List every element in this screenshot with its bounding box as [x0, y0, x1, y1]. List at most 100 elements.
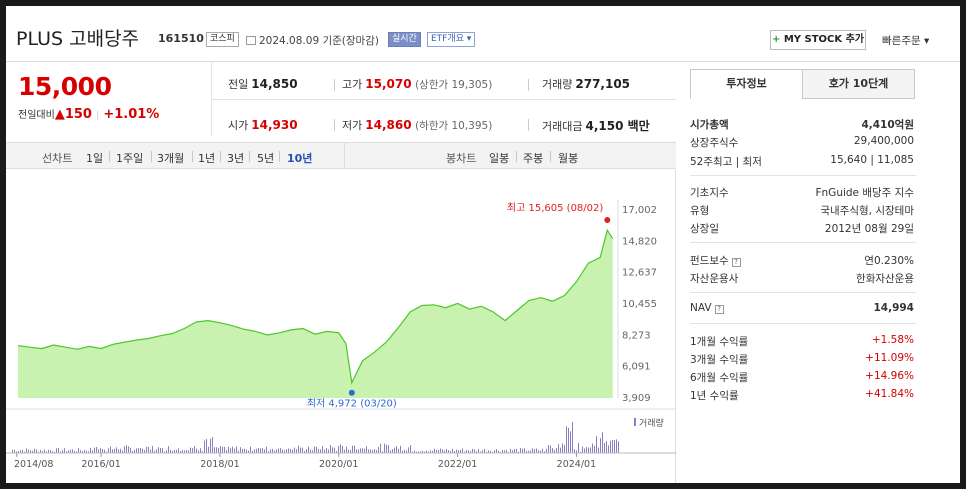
- volume-bar: [242, 448, 243, 453]
- price-chart[interactable]: 17,002 14,820 12,637 10,455 8,273 6,091 3,909 최…: [6, 170, 676, 483]
- volume-bar: [562, 443, 563, 453]
- volume-bar: [294, 447, 295, 453]
- volume-bar: [160, 447, 161, 453]
- volume-bar: [546, 448, 547, 453]
- period-3m[interactable]: 3개월: [157, 152, 185, 165]
- period-1y[interactable]: 1년: [198, 152, 216, 165]
- help-icon[interactable]: ?: [714, 305, 724, 314]
- volume-bar: [296, 449, 297, 453]
- volume-bar: [508, 451, 509, 453]
- volume-bar: [376, 450, 377, 453]
- volume-bar: [432, 450, 433, 453]
- volume-bar: [178, 448, 179, 453]
- candle-daily[interactable]: 일봉: [489, 152, 510, 165]
- volume-bar: [348, 449, 349, 453]
- volume-bar: [158, 447, 159, 453]
- mystock-add-button[interactable]: + MY STOCK 추가: [770, 30, 866, 50]
- volume-bar: [558, 444, 559, 453]
- volume-bar: [566, 426, 567, 453]
- realtime-tag[interactable]: 실시간: [388, 32, 421, 47]
- volume-bar: [152, 446, 153, 453]
- volume-bar: [534, 449, 535, 453]
- volume-bar: [330, 444, 331, 453]
- volume-bar: [120, 448, 121, 453]
- volume-bar: [298, 445, 299, 453]
- candle-weekly[interactable]: 주봉: [523, 152, 544, 165]
- volume-bar: [576, 450, 577, 453]
- line-chart-label: 선차트: [42, 152, 73, 165]
- mystock-label: MY STOCK 추가: [783, 34, 865, 45]
- volume-bar: [318, 449, 319, 453]
- volume-bar: [102, 448, 103, 453]
- plus-icon: +: [771, 34, 781, 45]
- period-3y[interactable]: 3년: [227, 152, 245, 165]
- open-price: 시가 14,930: [228, 118, 298, 132]
- volume-bar: [154, 450, 155, 453]
- volume-bar: [284, 450, 285, 453]
- volume-bar: [374, 449, 375, 453]
- volume-bar: [232, 446, 233, 453]
- volume-bar: [104, 449, 105, 453]
- help-icon[interactable]: ?: [731, 258, 741, 267]
- price-change: 전일대비▲150 | +1.01%: [18, 107, 160, 122]
- volume-bar: [138, 448, 139, 453]
- quick-order-button[interactable]: 빠른주문 ▾: [882, 35, 930, 47]
- volume-bar: [48, 449, 49, 453]
- volume-bar: [140, 448, 141, 453]
- tab-investment-info[interactable]: 투자정보: [690, 69, 803, 99]
- change-label: 전일대비: [18, 110, 55, 121]
- volume-bar: [78, 448, 79, 453]
- volume-bar: [420, 451, 421, 453]
- volume-bar: [170, 449, 171, 453]
- volume-bar: [522, 448, 523, 453]
- volume-bar: [250, 446, 251, 453]
- volume-bar: [180, 450, 181, 453]
- volume-bar: [208, 446, 209, 453]
- volume-bar: [236, 446, 237, 453]
- volume-bar: [22, 449, 23, 453]
- volume-bar: [214, 447, 215, 453]
- volume-bar: [96, 447, 97, 453]
- period-1w[interactable]: 1주일: [116, 152, 144, 165]
- x-tick-label: 2014/08: [14, 459, 53, 470]
- period-5y[interactable]: 5년: [257, 152, 275, 165]
- volume-bar: [492, 451, 493, 453]
- volume-bar: [238, 450, 239, 453]
- volume-bar: [272, 448, 273, 453]
- stock-frame: PLUS 고배당주 161510 코스피 2024.08.09 기준(장마감) …: [6, 6, 960, 483]
- nav-row: NAV? 14,994: [690, 302, 914, 314]
- etf-overview-button[interactable]: ETF개요 ▾: [427, 32, 476, 47]
- volume-bar: [128, 446, 129, 453]
- volume-bar: [356, 449, 357, 453]
- volume-bar: [66, 451, 67, 453]
- volume-bar: [192, 448, 193, 453]
- volume-bar: [346, 446, 347, 453]
- volume-bar: [444, 450, 445, 453]
- volume-bar: [440, 448, 441, 453]
- volume-bar: [414, 450, 415, 453]
- candle-monthly[interactable]: 월봉: [558, 152, 579, 165]
- change-pct: +1.01%: [103, 107, 160, 122]
- volume-bar: [268, 451, 269, 453]
- volume-bar: [252, 450, 253, 453]
- period-1d[interactable]: 1일: [86, 152, 104, 165]
- volume-bar: [116, 447, 117, 453]
- volume-bar: [222, 446, 223, 453]
- volume-bar: [586, 447, 587, 453]
- volume-bar: [398, 448, 399, 453]
- volume-bar: [248, 450, 249, 453]
- max-label: 최고 15,605 (08/02): [507, 202, 603, 214]
- volume-bar: [126, 445, 127, 453]
- period-10y[interactable]: 10년: [287, 152, 313, 165]
- tab-orderbook[interactable]: 호가 10단계: [802, 69, 915, 99]
- volume-bar: [452, 448, 453, 453]
- volume-bar: [70, 449, 71, 453]
- volume-bar: [118, 449, 119, 453]
- volume-bar: [148, 446, 149, 453]
- volume-bar: [254, 449, 255, 453]
- volume-bar: [20, 450, 21, 453]
- volume-bar: [338, 445, 339, 453]
- volume-bar: [616, 439, 617, 453]
- volume-bar: [74, 450, 75, 453]
- volume-bar: [520, 448, 521, 453]
